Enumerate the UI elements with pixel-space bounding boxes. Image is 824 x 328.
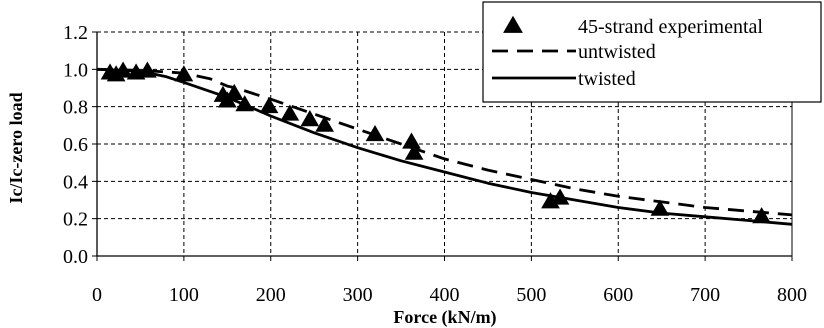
y-tick-label: 1.2 <box>63 22 88 44</box>
x-tick-label: 600 <box>603 284 633 306</box>
data-point-triangle <box>365 124 385 142</box>
y-tick-label: 0.6 <box>63 134 88 156</box>
x-tick-label: 700 <box>690 284 720 306</box>
legend: 45-strand experimental untwisted twisted <box>482 1 822 103</box>
legend-label-45-strand-experimental: 45-strand experimental <box>578 16 763 38</box>
legend-label-twisted: twisted <box>578 68 636 90</box>
data-point-triangle <box>752 207 771 224</box>
x-tick-label: 300 <box>343 284 373 306</box>
x-axis-title: Force (kN/m) <box>393 307 496 328</box>
y-tick-labels: 0.0 0.2 0.4 0.6 0.8 1.0 1.2 <box>63 22 97 268</box>
legend-marker-45-strand-experimental <box>503 15 523 33</box>
x-tick-label: 500 <box>516 284 546 306</box>
data-point-triangle <box>300 110 320 127</box>
data-point-triangle <box>404 143 424 160</box>
y-tick-label: 1.0 <box>63 59 88 81</box>
data-point-triangle <box>280 104 300 121</box>
x-tick-labels: 0 100 200 300 400 500 600 700 800 <box>92 256 807 306</box>
data-point-triangle <box>315 115 334 132</box>
y-tick-label: 0.2 <box>63 209 88 231</box>
data-point-triangle <box>259 96 279 114</box>
series-layer <box>96 61 793 226</box>
series-untwisted-line <box>96 67 793 217</box>
y-tick-label: 0.4 <box>63 171 88 193</box>
x-tick-label: 0 <box>92 284 102 306</box>
legend-label-untwisted: untwisted <box>578 41 656 63</box>
y-tick-label: 0.0 <box>63 246 88 268</box>
data-point-triangle <box>224 83 244 101</box>
data-point-triangle <box>402 132 421 149</box>
x-tick-label: 100 <box>169 284 199 306</box>
x-tick-label: 400 <box>430 284 460 306</box>
x-tick-label: 800 <box>777 284 807 306</box>
y-axis-title: Ic/Ic-zero load <box>6 92 26 203</box>
y-tick-label: 0.8 <box>63 97 88 119</box>
x-tick-label: 200 <box>256 284 286 306</box>
series-twisted-line <box>96 67 793 226</box>
legend-box <box>482 1 822 103</box>
